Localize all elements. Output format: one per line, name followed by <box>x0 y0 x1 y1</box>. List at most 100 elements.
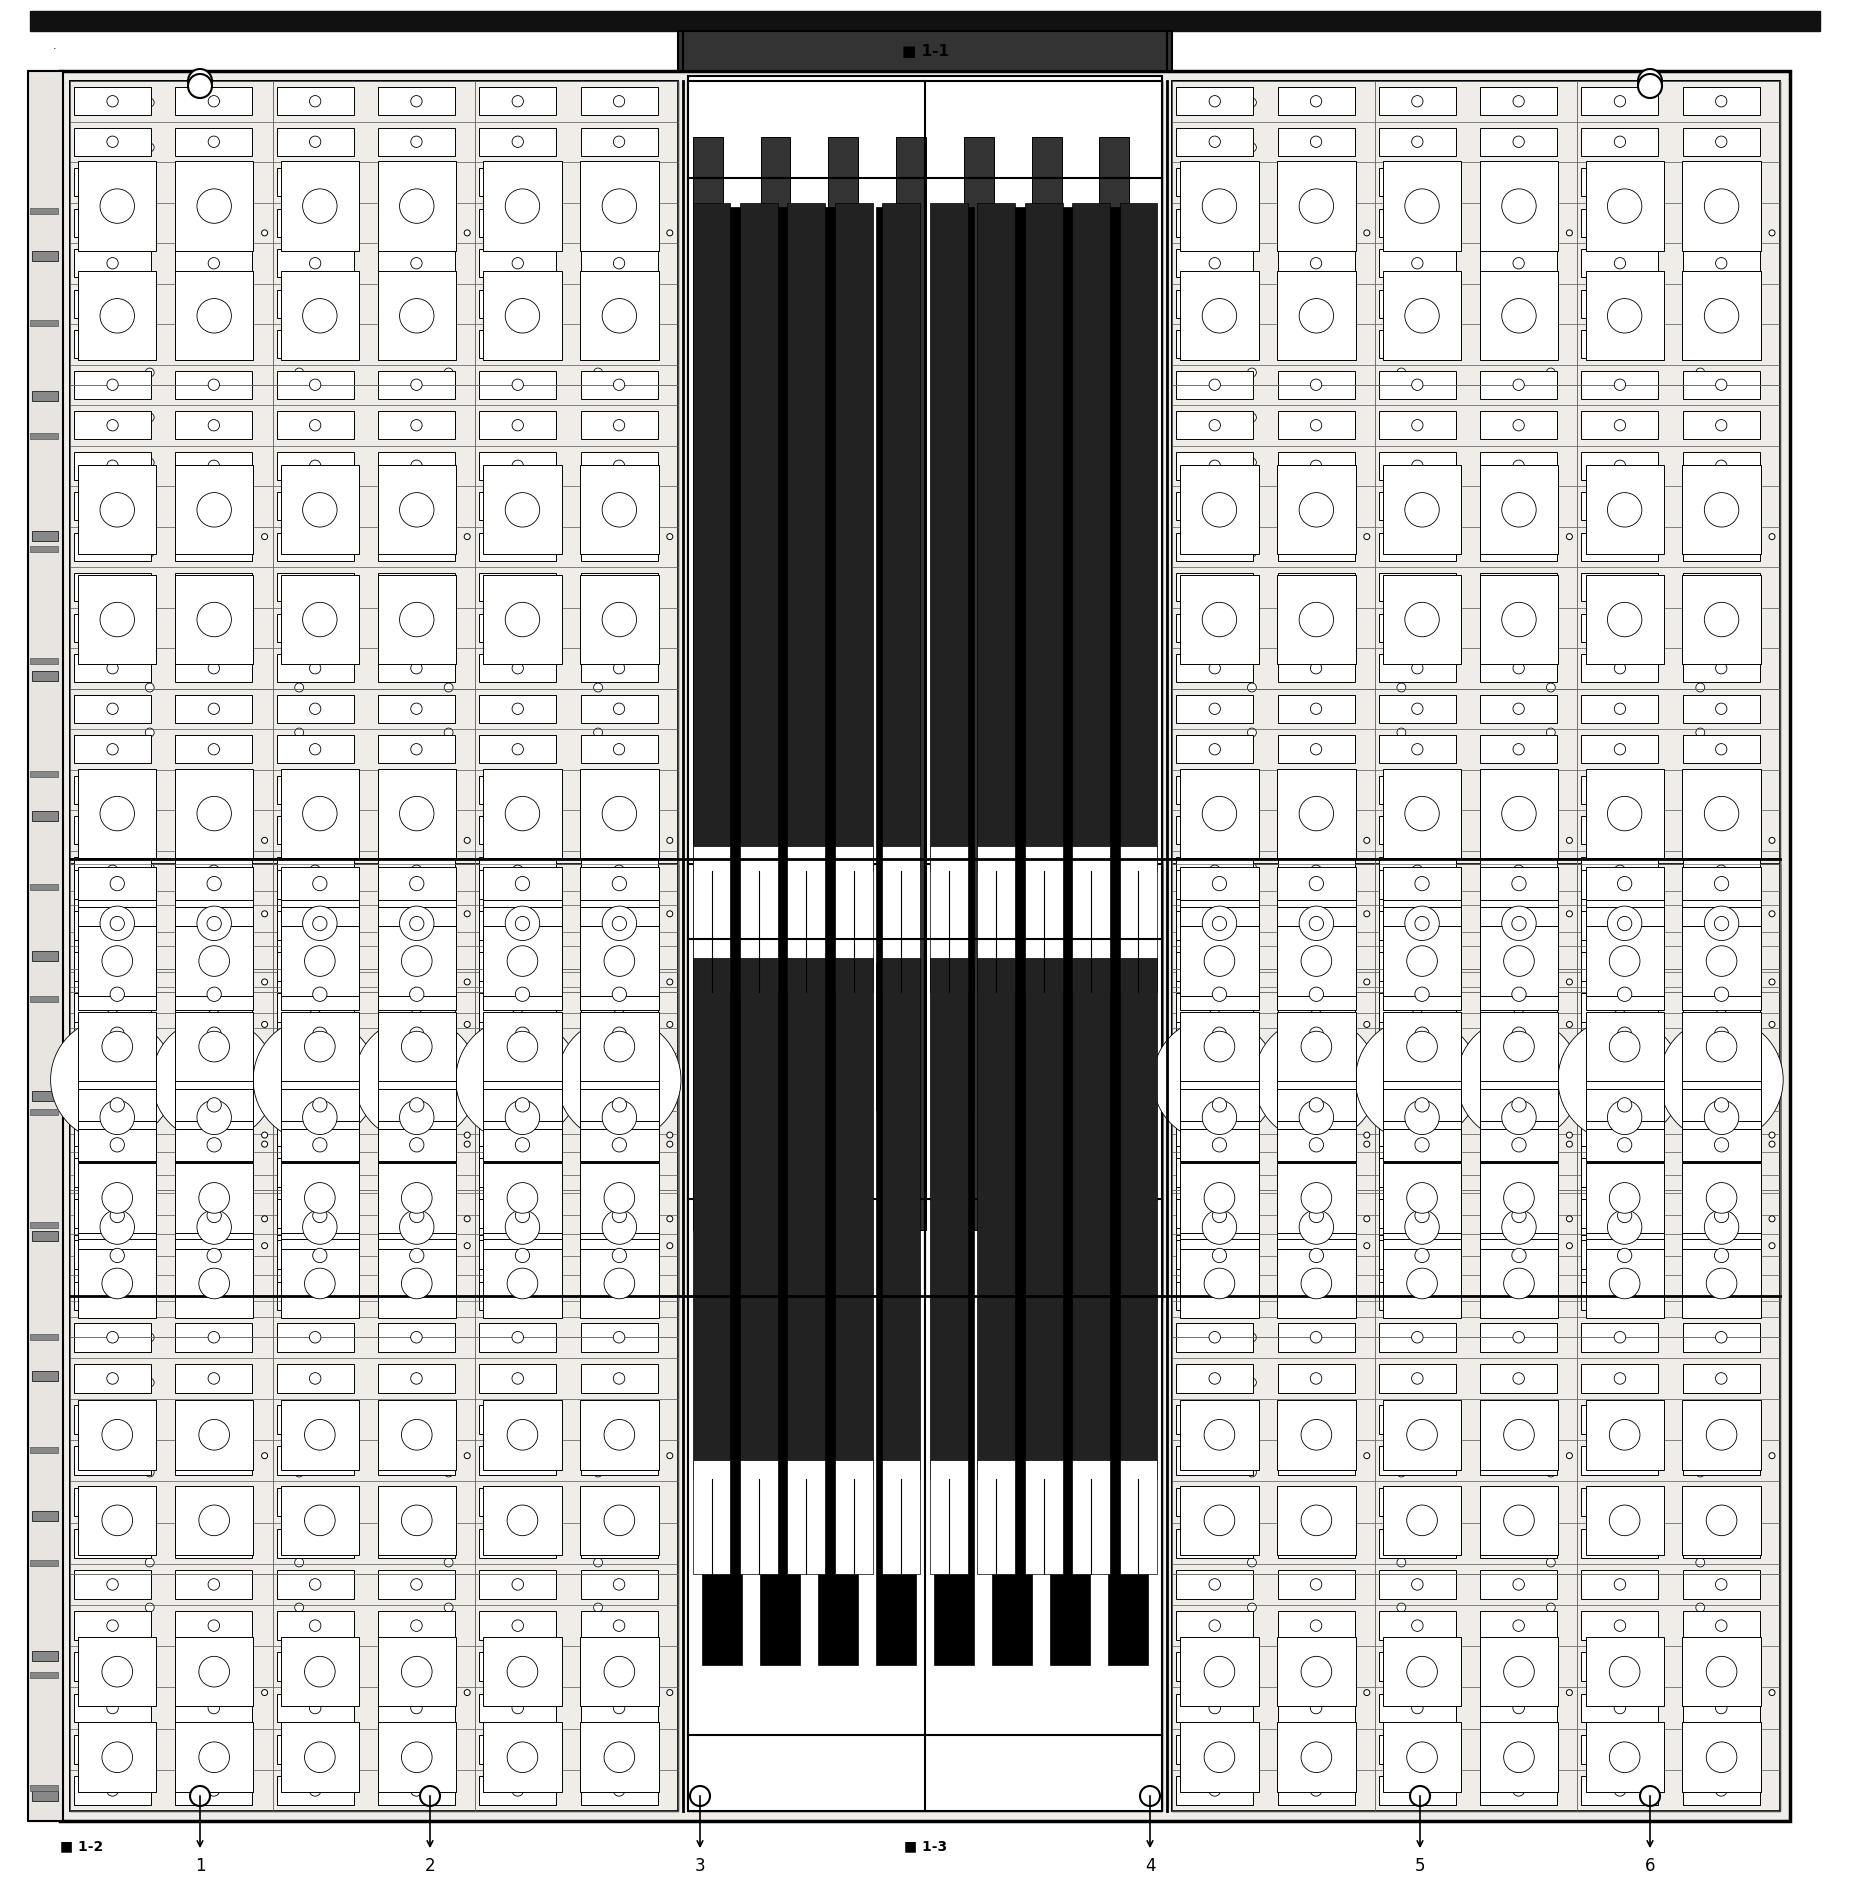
Bar <box>1172 859 1780 1300</box>
Bar <box>176 937 252 966</box>
Circle shape <box>1704 1101 1739 1135</box>
Bar <box>282 1072 359 1162</box>
Circle shape <box>511 1538 524 1549</box>
Bar <box>1380 249 1456 278</box>
Bar <box>1480 1200 1558 1228</box>
Bar <box>282 926 359 996</box>
Bar <box>276 371 354 399</box>
Bar <box>580 768 659 857</box>
Bar <box>176 869 252 899</box>
Circle shape <box>1396 682 1406 692</box>
Bar <box>1578 1336 1780 1574</box>
Bar <box>1337 1639 1465 1667</box>
Circle shape <box>207 987 222 1002</box>
Bar <box>87 673 213 701</box>
Bar <box>1119 1460 1158 1574</box>
Bar <box>1682 1129 1761 1162</box>
Bar <box>1176 952 1254 981</box>
Circle shape <box>207 1249 220 1260</box>
Circle shape <box>1209 1701 1220 1715</box>
Circle shape <box>1396 884 1406 892</box>
Bar <box>1637 1258 1763 1287</box>
Bar <box>1480 926 1558 996</box>
Bar <box>1637 1593 1763 1622</box>
Circle shape <box>1396 1648 1406 1658</box>
Bar <box>276 492 354 521</box>
Bar <box>1480 907 1558 939</box>
Bar <box>1480 1200 1558 1232</box>
Circle shape <box>207 298 220 310</box>
Circle shape <box>1311 987 1322 998</box>
Bar <box>1380 1181 1456 1209</box>
Circle shape <box>302 603 337 637</box>
Bar <box>1683 289 1759 317</box>
Bar <box>480 694 556 722</box>
Bar <box>31 530 57 542</box>
Bar <box>276 1736 354 1764</box>
Circle shape <box>107 217 119 228</box>
Bar <box>580 878 659 968</box>
Bar <box>1180 1089 1259 1122</box>
Circle shape <box>1311 1027 1322 1038</box>
Bar <box>480 736 556 764</box>
Circle shape <box>506 492 539 527</box>
Circle shape <box>1715 987 1728 1002</box>
Bar <box>535 1053 661 1082</box>
Circle shape <box>1396 413 1406 422</box>
Bar <box>1380 979 1456 1006</box>
Bar <box>1582 1141 1658 1169</box>
Circle shape <box>1769 1452 1774 1458</box>
Bar <box>87 989 213 1017</box>
Circle shape <box>1311 378 1322 390</box>
Circle shape <box>511 1207 524 1219</box>
Circle shape <box>1411 1084 1422 1095</box>
Bar <box>378 249 456 278</box>
Circle shape <box>1213 1027 1226 1042</box>
Circle shape <box>613 500 624 511</box>
Circle shape <box>102 1420 133 1450</box>
Bar <box>535 403 661 432</box>
Circle shape <box>444 1738 454 1747</box>
Circle shape <box>1513 1414 1524 1426</box>
Bar <box>70 384 272 688</box>
Bar <box>87 314 213 342</box>
Bar <box>535 899 661 926</box>
Bar <box>235 179 363 207</box>
Bar <box>1582 1281 1658 1310</box>
Circle shape <box>294 1289 304 1296</box>
Bar <box>817 207 857 1110</box>
Circle shape <box>1209 783 1220 795</box>
Circle shape <box>1209 1578 1220 1591</box>
Bar <box>87 943 213 971</box>
Bar <box>70 859 678 1300</box>
Bar <box>87 1034 213 1061</box>
Circle shape <box>594 1154 602 1162</box>
Bar <box>87 1774 213 1802</box>
Bar <box>31 1511 57 1521</box>
Circle shape <box>1209 1002 1220 1013</box>
Bar <box>378 411 456 439</box>
Circle shape <box>107 947 119 958</box>
Bar <box>580 87 657 116</box>
Bar <box>385 1639 513 1667</box>
Bar <box>580 466 659 555</box>
Circle shape <box>144 639 154 646</box>
Bar <box>1380 911 1456 939</box>
Circle shape <box>613 1249 624 1260</box>
Circle shape <box>400 298 433 333</box>
Bar <box>235 764 363 791</box>
Bar <box>1380 532 1456 561</box>
Circle shape <box>1513 338 1524 350</box>
Bar <box>535 764 661 791</box>
Circle shape <box>294 817 304 827</box>
Bar <box>580 1249 659 1317</box>
Bar <box>1487 1034 1615 1061</box>
Bar <box>1176 979 1254 1006</box>
Bar <box>1585 1163 1663 1232</box>
Bar <box>1480 162 1558 251</box>
Bar <box>1189 1728 1315 1757</box>
Bar <box>1380 331 1456 359</box>
Circle shape <box>261 911 267 916</box>
Circle shape <box>1715 257 1726 268</box>
Circle shape <box>294 413 304 422</box>
